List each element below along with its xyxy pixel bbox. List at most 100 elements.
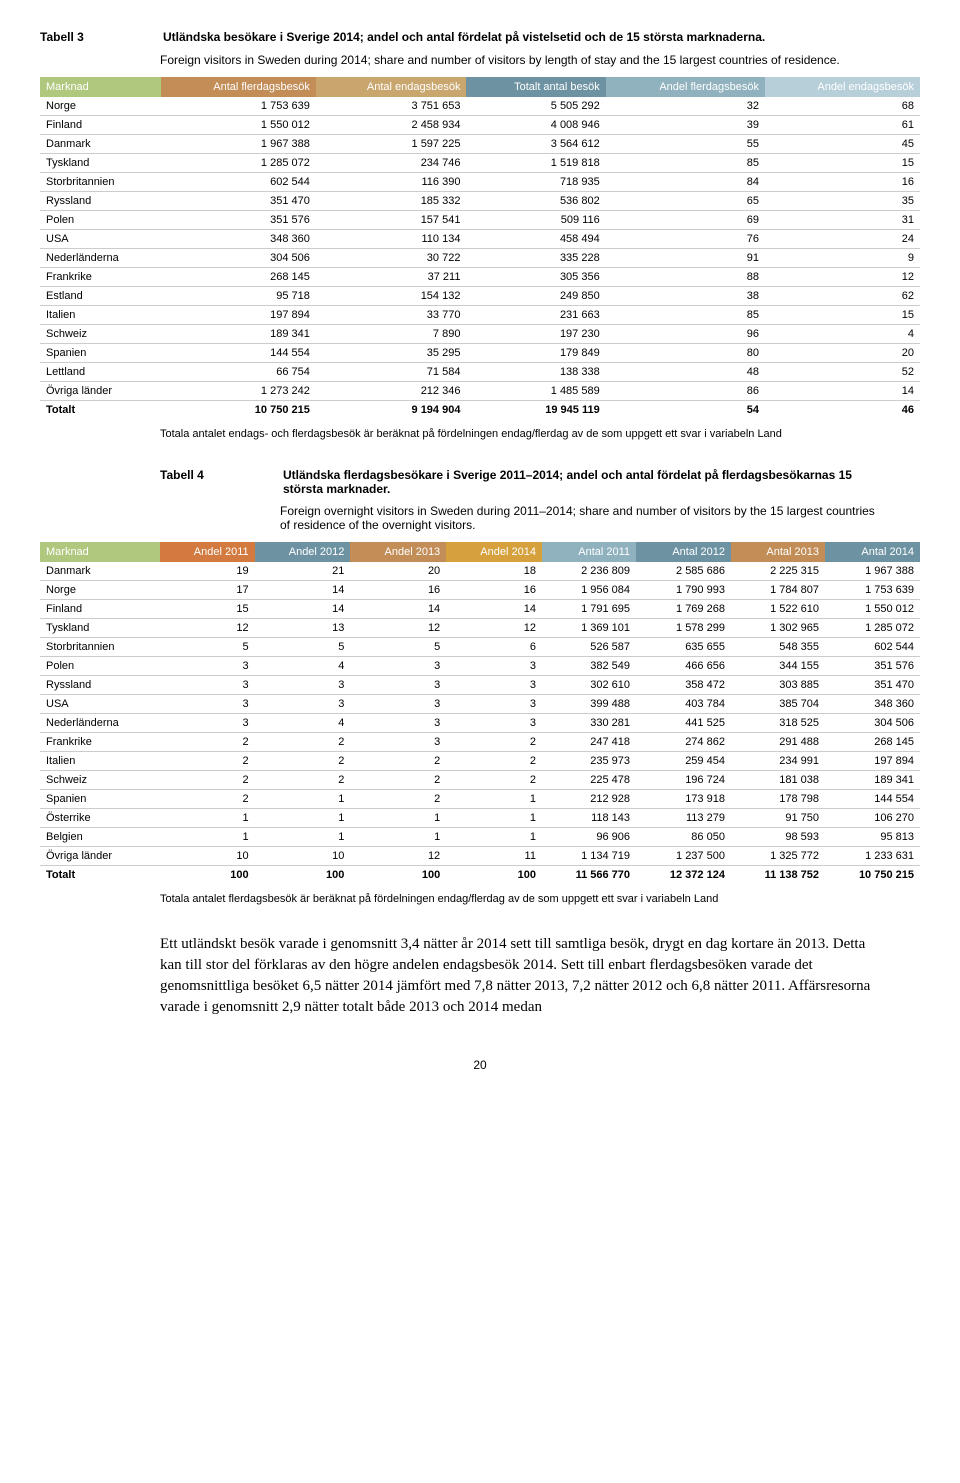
table-row: Spanien144 55435 295179 8498020 (40, 344, 920, 363)
table-cell: 100 (160, 866, 255, 885)
tabell4-subtitle: Foreign overnight visitors in Sweden dur… (280, 504, 880, 532)
table-cell: Tyskland (40, 154, 161, 173)
table-cell: 12 (446, 619, 542, 638)
table-row: Finland1 550 0122 458 9344 008 9463961 (40, 116, 920, 135)
table-row: Storbritannien5556526 587635 655548 3556… (40, 638, 920, 657)
table-total-row: Totalt10 750 2159 194 90419 945 1195446 (40, 401, 920, 420)
table-cell: Totalt (40, 866, 160, 885)
table-cell: 5 (350, 638, 446, 657)
table-cell: 1 237 500 (636, 847, 731, 866)
table-cell: 4 (255, 714, 351, 733)
table-row: Frankrike268 14537 211305 3568812 (40, 268, 920, 287)
tabell3-header: Tabell 3 Utländska besökare i Sverige 20… (40, 30, 920, 45)
table-cell: Övriga länder (40, 847, 160, 866)
table-cell: 247 418 (542, 733, 636, 752)
table-cell: 526 587 (542, 638, 636, 657)
table-cell: Belgien (40, 828, 160, 847)
table-cell: 3 (446, 695, 542, 714)
table-cell: 2 (160, 733, 255, 752)
table-cell: 344 155 (731, 657, 825, 676)
table-cell: 116 390 (316, 173, 467, 192)
table-cell: 458 494 (466, 230, 605, 249)
table-cell: 3 (350, 676, 446, 695)
table-cell: Frankrike (40, 733, 160, 752)
table-cell: 259 454 (636, 752, 731, 771)
column-header: Antal endagsbesök (316, 77, 467, 97)
table-cell: 17 (160, 581, 255, 600)
table-cell: 32 (606, 97, 765, 116)
table-cell: 110 134 (316, 230, 467, 249)
table-cell: 635 655 (636, 638, 731, 657)
table-cell: 351 576 (825, 657, 920, 676)
table-cell: 9 194 904 (316, 401, 467, 420)
table-cell: 441 525 (636, 714, 731, 733)
table-cell: 304 506 (161, 249, 316, 268)
table-cell: 268 145 (161, 268, 316, 287)
table-cell: 15 (765, 154, 920, 173)
table-cell: 45 (765, 135, 920, 154)
table-cell: 1 753 639 (161, 97, 316, 116)
table-cell: 96 906 (542, 828, 636, 847)
table-cell: 88 (606, 268, 765, 287)
table-cell: 318 525 (731, 714, 825, 733)
table-cell: Tyskland (40, 619, 160, 638)
table-cell: 1 285 072 (161, 154, 316, 173)
table-cell: 3 (350, 714, 446, 733)
table-cell: Estland (40, 287, 161, 306)
table-cell: 268 145 (825, 733, 920, 752)
table-cell: 189 341 (825, 771, 920, 790)
table-cell: 138 338 (466, 363, 605, 382)
table-cell: 1 784 807 (731, 581, 825, 600)
table-row: Belgien111196 90686 05098 59395 813 (40, 828, 920, 847)
table-row: Nederländerna3433330 281441 525318 52530… (40, 714, 920, 733)
table-cell: 96 (606, 325, 765, 344)
table-cell: Storbritannien (40, 173, 161, 192)
table-cell: 302 610 (542, 676, 636, 695)
table-cell: 62 (765, 287, 920, 306)
table-cell: Schweiz (40, 771, 160, 790)
table-cell: 382 549 (542, 657, 636, 676)
table-cell: 4 (255, 657, 351, 676)
table-cell: Ryssland (40, 676, 160, 695)
table-cell: 14 (255, 600, 351, 619)
table-cell: 7 890 (316, 325, 467, 344)
tabell4-label: Tabell 4 (160, 468, 280, 482)
table-cell: 1 302 965 (731, 619, 825, 638)
table-cell: 33 770 (316, 306, 467, 325)
table-row: Nederländerna304 50630 722335 228919 (40, 249, 920, 268)
table-cell: 98 593 (731, 828, 825, 847)
table-cell: 10 (255, 847, 351, 866)
table-cell: 1 769 268 (636, 600, 731, 619)
table-cell: Italien (40, 306, 161, 325)
table-row: Schweiz2222225 478196 724181 038189 341 (40, 771, 920, 790)
table-cell: 100 (446, 866, 542, 885)
column-header: Andel flerdagsbesök (606, 77, 765, 97)
table-row: Finland151414141 791 6951 769 2681 522 6… (40, 600, 920, 619)
table-cell: 6 (446, 638, 542, 657)
table-cell: Finland (40, 116, 161, 135)
table-cell: 11 (446, 847, 542, 866)
table-row: Lettland66 75471 584138 3384852 (40, 363, 920, 382)
table-cell: 351 470 (161, 192, 316, 211)
table-cell: 1 (350, 809, 446, 828)
tabell4-footnote: Totala antalet flerdagsbesök är beräknat… (160, 892, 880, 907)
table-cell: 85 (606, 154, 765, 173)
table-cell: Finland (40, 600, 160, 619)
table-cell: 35 295 (316, 344, 467, 363)
table-row: Danmark192120182 236 8092 585 6862 225 3… (40, 562, 920, 581)
table-cell: 15 (160, 600, 255, 619)
table-cell: 37 211 (316, 268, 467, 287)
table-cell: 12 (160, 619, 255, 638)
table-cell: 4 (765, 325, 920, 344)
column-header: Antal 2012 (636, 542, 731, 562)
table-cell: 197 230 (466, 325, 605, 344)
table-cell: Österrike (40, 809, 160, 828)
table-cell: 95 813 (825, 828, 920, 847)
table-row: Ryssland3333302 610358 472303 885351 470 (40, 676, 920, 695)
table-cell: 1 967 388 (161, 135, 316, 154)
table-cell: 2 225 315 (731, 562, 825, 581)
table-cell: 335 228 (466, 249, 605, 268)
table-cell: 35 (765, 192, 920, 211)
table-cell: 12 (350, 619, 446, 638)
table-cell: 12 372 124 (636, 866, 731, 885)
